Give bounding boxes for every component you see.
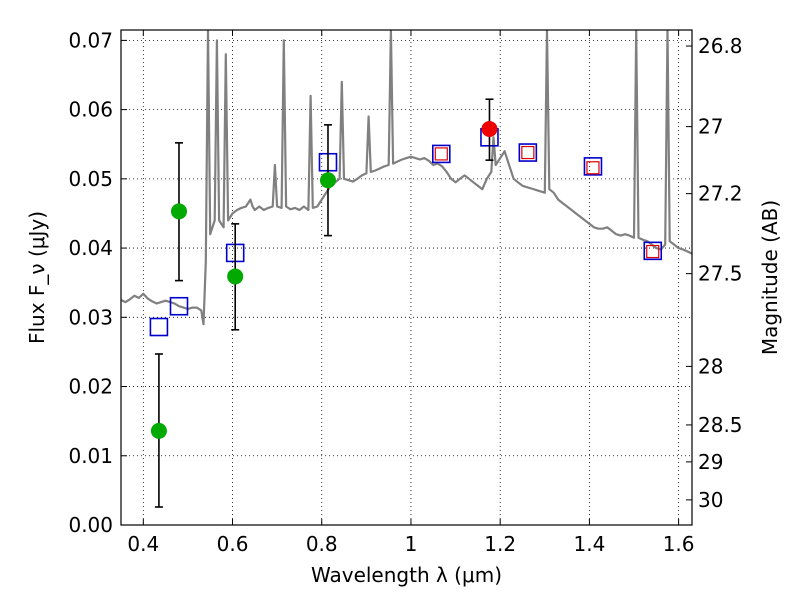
grid-lines <box>121 30 692 526</box>
x-tick-label: 1.2 <box>484 532 516 556</box>
y2-axis-title: Magnitude (AB) <box>758 200 782 355</box>
y-tick-label: 0.04 <box>68 236 113 260</box>
model-square-marker <box>431 144 451 164</box>
observed-point <box>150 422 167 439</box>
x-tick-label: 0.4 <box>127 532 159 556</box>
y2-tick-label: 28 <box>698 354 723 378</box>
y2-tick-label: 27 <box>698 115 723 139</box>
plot-frame <box>120 29 693 526</box>
plot-area <box>121 30 692 508</box>
model-square-marker <box>518 143 538 162</box>
y-tick-label: 0.00 <box>68 513 113 537</box>
y-tick-label: 0.07 <box>68 28 113 52</box>
model-square-inner-marker <box>434 147 448 161</box>
y2-tick-label: 29 <box>698 450 723 474</box>
model-square-marker <box>149 317 169 337</box>
y-tick-label: 0.02 <box>68 375 113 399</box>
y-tick-label: 0.06 <box>68 98 113 122</box>
y2-tick-label: 27.2 <box>698 182 743 206</box>
x-tick-label: 0.6 <box>217 532 249 556</box>
x-axis-title: Wavelength λ (μm) <box>311 563 502 587</box>
model-square-marker <box>169 296 189 316</box>
x-tick-label: 1.6 <box>663 532 695 556</box>
y2-tick-label: 30 <box>698 488 723 512</box>
model-square-inner-marker <box>586 161 600 175</box>
x-tick-label: 1 <box>405 532 418 556</box>
y2-tick-label: 26.8 <box>698 34 743 58</box>
tick-labels: 0.4 0.6 0.8 1 1.2 1.4 1.6 0.00 0.01 0.02 0.03 0.04 0… <box>68 28 742 556</box>
model-square-inner-marker <box>521 145 535 160</box>
observed-point <box>319 172 336 189</box>
x-tick-label: 0.8 <box>306 532 338 556</box>
y-tick-label: 0.01 <box>68 444 113 468</box>
model-square-marker <box>583 157 603 176</box>
y-tick-label: 0.03 <box>68 305 113 329</box>
y2-tick-label: 28.5 <box>698 413 743 437</box>
y-tick-label: 0.05 <box>68 167 113 191</box>
observed-point <box>481 121 498 137</box>
observed-point <box>227 268 244 285</box>
sed-model-line <box>121 30 692 326</box>
observed-point <box>170 203 187 220</box>
model-square-marker <box>643 241 663 261</box>
model-square-inner-marker <box>646 244 660 259</box>
y2-tick-label: 27.5 <box>698 262 743 286</box>
x-tick-label: 1.4 <box>573 532 605 556</box>
y-axis-title: Flux F_ν (μJy) <box>25 211 49 344</box>
axis-ticks <box>121 30 692 526</box>
